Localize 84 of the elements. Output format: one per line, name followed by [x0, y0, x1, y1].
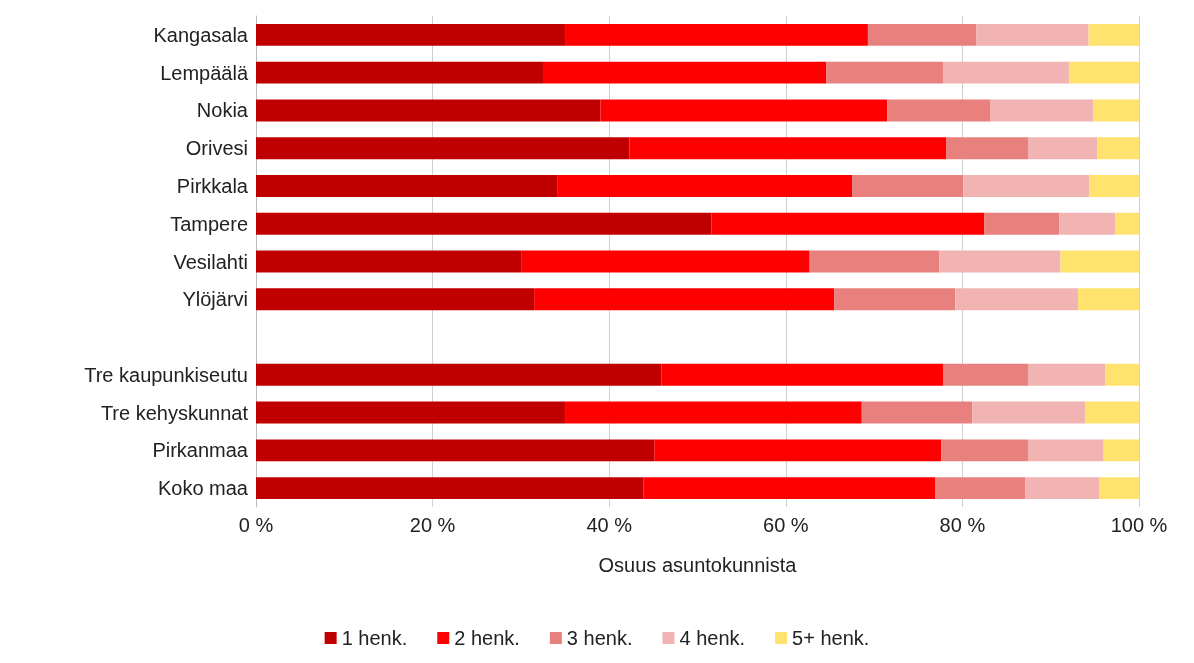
- y-tick-label: Nokia: [196, 99, 249, 122]
- bar: [939, 250, 1061, 273]
- bar: [661, 363, 943, 386]
- x-tick-label: 60 %: [763, 514, 809, 536]
- bar: [600, 99, 888, 122]
- y-tick-label: Pirkkala: [176, 174, 249, 197]
- bar: [557, 175, 853, 197]
- bar: [946, 137, 1029, 160]
- bar: [955, 288, 1079, 311]
- bar: [834, 288, 956, 311]
- bar: [1025, 477, 1100, 500]
- bar: [852, 175, 964, 197]
- y-tick-label: Vesilahti: [173, 250, 248, 273]
- bar: [963, 175, 1090, 197]
- bar: [256, 23, 566, 46]
- legend-label: 1 henk.: [341, 627, 408, 649]
- y-tick-label: Tre kehyskunnat: [100, 401, 249, 424]
- bar: [629, 137, 947, 160]
- bar: [1097, 137, 1139, 160]
- x-tick-label: 100 %: [1110, 514, 1168, 536]
- legend-label: 2 henk.: [454, 627, 520, 649]
- bar: [256, 401, 566, 424]
- bar: [565, 23, 868, 46]
- bar: [256, 175, 558, 197]
- y-tick-label: Lempäälä: [160, 61, 249, 84]
- bar: [1089, 175, 1139, 197]
- y-tick-label: Kangasala: [153, 23, 249, 46]
- bar: [542, 61, 827, 84]
- bar: [1085, 401, 1139, 424]
- bar: [256, 288, 535, 311]
- bar: [256, 61, 543, 84]
- bar: [256, 212, 712, 235]
- bar: [654, 439, 942, 462]
- bar: [1069, 61, 1139, 84]
- bar: [1028, 137, 1098, 160]
- bar: [1059, 212, 1116, 235]
- bar: [256, 250, 522, 273]
- bar: [1060, 250, 1139, 273]
- bar: [809, 250, 940, 273]
- bar: [942, 61, 1070, 84]
- x-axis-title: Osuus asuntokunnista: [598, 554, 798, 576]
- bar: [1088, 23, 1139, 46]
- y-tick-label: Tre kaupunkiseutu: [84, 363, 248, 386]
- legend-label: 5+ henk.: [792, 627, 870, 649]
- bar: [984, 212, 1060, 235]
- x-tick-label: 20 %: [409, 514, 456, 536]
- bar: [643, 477, 936, 500]
- bar: [256, 439, 655, 462]
- y-tick-label: Ylöjärvi: [182, 288, 248, 311]
- x-tick-label: 0 %: [238, 514, 274, 536]
- bar: [887, 99, 991, 122]
- bar: [1103, 439, 1139, 462]
- bar: [1099, 477, 1139, 500]
- bar: [1078, 288, 1139, 311]
- y-tick-label: Tampere: [170, 212, 248, 235]
- bar: [826, 61, 943, 84]
- bar: [935, 477, 1026, 500]
- legend-label: 4 henk.: [679, 627, 746, 649]
- bar: [256, 363, 662, 386]
- bar: [534, 288, 835, 311]
- bar: [256, 99, 601, 122]
- bar: [1105, 363, 1139, 386]
- bar: [942, 363, 1029, 386]
- bar: [565, 401, 862, 424]
- bar: [861, 401, 973, 424]
- bar: [521, 250, 810, 273]
- y-tick-label: Orivesi: [185, 137, 248, 160]
- bar: [976, 23, 1089, 46]
- x-tick-label: 40 %: [586, 514, 633, 536]
- bar: [256, 477, 644, 500]
- legend-label: 3 henk.: [566, 627, 633, 649]
- bar: [1115, 212, 1139, 235]
- bar: [1093, 99, 1139, 122]
- bar: [990, 99, 1094, 122]
- x-tick-label: 80 %: [939, 514, 986, 536]
- y-tick-label: Koko maa: [157, 477, 249, 500]
- bar: [972, 401, 1086, 424]
- bar: [941, 439, 1029, 462]
- bar: [711, 212, 985, 235]
- bar: [867, 23, 977, 46]
- bar: [1028, 363, 1106, 386]
- bar: [256, 137, 630, 160]
- y-tick-label: Pirkanmaa: [152, 439, 249, 462]
- bar: [1028, 439, 1104, 462]
